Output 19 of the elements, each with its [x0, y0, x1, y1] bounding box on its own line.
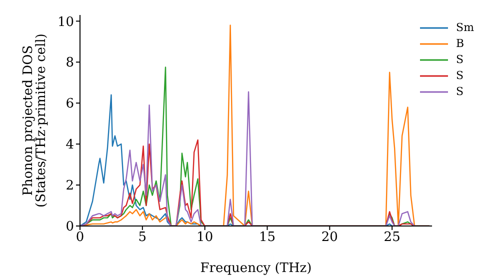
x-tick-label: 5 [138, 230, 147, 246]
x-tick-label: 0 [76, 230, 84, 246]
y-tick-label: 10 [57, 14, 74, 30]
legend-label: B [456, 36, 464, 52]
y-axis-title: Phonon projected DOS (States/THz·primitive cell) [21, 33, 50, 208]
x-tick-label: 25 [384, 230, 400, 246]
y-tick-label: 2 [66, 178, 74, 194]
legend-label: S [456, 68, 464, 84]
legend-label: S [456, 52, 464, 68]
legend-label: Sm [456, 20, 474, 36]
y-tick-label: 8 [66, 56, 74, 71]
y-tick-label: 6 [66, 96, 74, 112]
x-tick-label: 20 [321, 230, 338, 246]
legend-label: S [456, 84, 464, 100]
x-tick-label: 15 [258, 230, 276, 246]
x-tick-label: 10 [196, 230, 214, 246]
y-tick-label: 0 [66, 220, 74, 235]
y-tick-label: 4 [66, 138, 74, 153]
x-axis-title: Frequency (THz) [200, 261, 312, 276]
